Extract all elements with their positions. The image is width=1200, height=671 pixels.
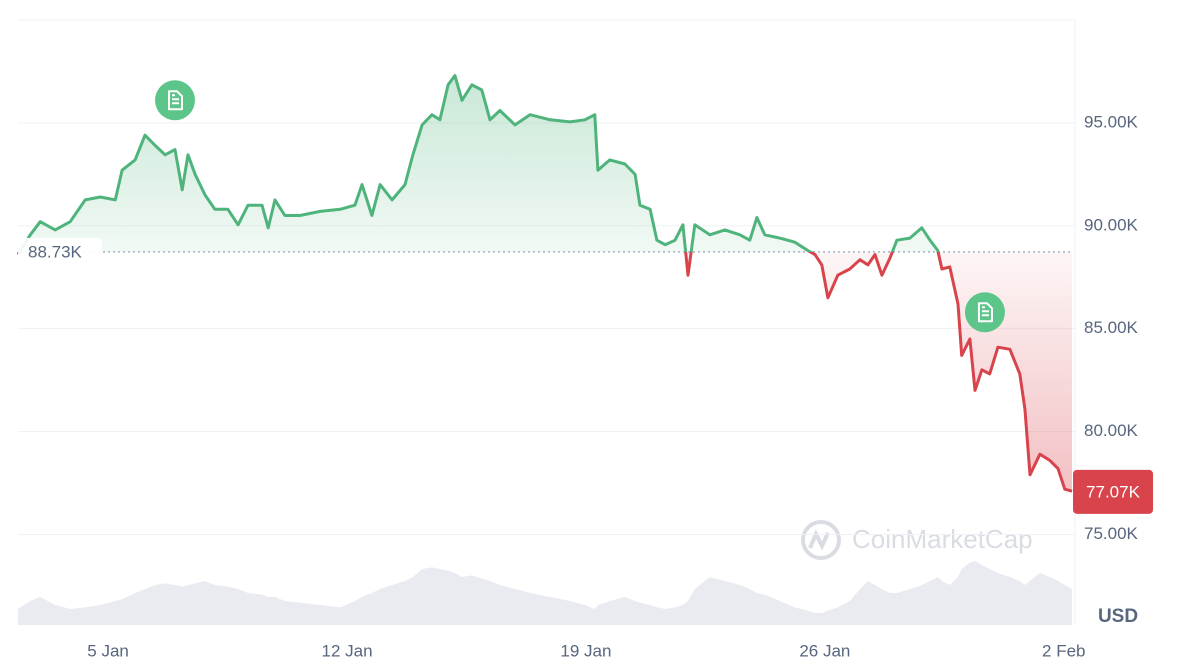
- watermark-logo-mark: [808, 529, 830, 551]
- x-tick-label: 26 Jan: [799, 641, 850, 660]
- event-marker[interactable]: [964, 292, 1005, 333]
- watermark-logo: [801, 520, 841, 560]
- y-tick-label: 75.00K: [1084, 524, 1139, 543]
- event-icon: [977, 302, 993, 323]
- price-line: [16, 74, 1073, 493]
- y-tick-label: 95.00K: [1084, 112, 1139, 131]
- x-tick-label: 12 Jan: [322, 641, 373, 660]
- event-marker[interactable]: [155, 80, 196, 121]
- reference-label-box: [18, 237, 102, 266]
- y-tick-label: 85.00K: [1084, 318, 1139, 337]
- x-tick-label: 2 Feb: [1042, 641, 1085, 660]
- x-tick-label: 19 Jan: [560, 641, 611, 660]
- event-icon: [168, 90, 184, 111]
- volume-area: [18, 561, 1072, 625]
- reference-label: 88.73K: [28, 242, 83, 261]
- currency-label: USD: [1098, 606, 1138, 627]
- x-tick-label: 5 Jan: [87, 641, 129, 660]
- price-area: [18, 75, 1072, 492]
- watermark: CoinMarketCap: [801, 520, 1033, 560]
- last-price-box: [1073, 469, 1153, 514]
- last-price-label: 77.07K: [1086, 482, 1141, 501]
- y-tick-label: 80.00K: [1084, 421, 1139, 440]
- y-tick-label: 90.00K: [1084, 215, 1139, 234]
- watermark-text: CoinMarketCap: [852, 524, 1033, 554]
